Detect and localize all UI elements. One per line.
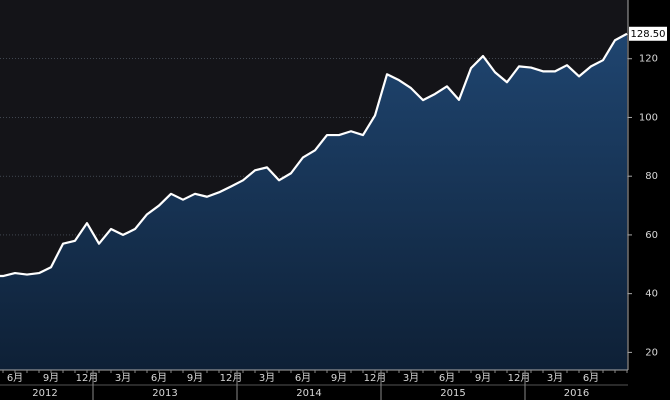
x-tick-label: 6月 (295, 372, 311, 384)
y-tick-label: 100 (639, 112, 658, 123)
year-label: 2012 (32, 388, 57, 399)
x-tick-label: 12月 (508, 372, 531, 384)
year-label: 2016 (564, 388, 589, 399)
y-tick-label: 120 (639, 54, 658, 65)
x-tick-label: 3月 (547, 372, 563, 384)
last-value-box (629, 26, 667, 41)
x-tick-label: 9月 (43, 372, 59, 384)
x-tick-label: 6月 (7, 372, 23, 384)
line (0, 32, 628, 278)
x-tick-label: 3月 (115, 372, 131, 384)
year-label: 2013 (152, 388, 177, 399)
y-tick-label: 80 (645, 171, 658, 182)
x-tick-label: 6月 (439, 372, 455, 384)
y-tick-label: 40 (645, 289, 658, 300)
last-value-label: 128.50 (631, 29, 666, 40)
year-label: 2015 (440, 388, 465, 399)
x-tick-label: 9月 (331, 372, 347, 384)
x-tick-label: 6月 (583, 372, 599, 384)
x-tick-label: 3月 (259, 372, 275, 384)
x-tick-label: 12月 (76, 372, 99, 384)
x-tick-label: 12月 (220, 372, 243, 384)
x-tick-label: 12月 (364, 372, 387, 384)
x-tick-label: 9月 (475, 372, 491, 384)
x-tick-label: 3月 (403, 372, 419, 384)
area (0, 33, 627, 371)
x-tick-label: 6月 (151, 372, 167, 384)
y-tick-label: 20 (645, 347, 658, 358)
x-tick-label: 9月 (187, 372, 203, 384)
year-label: 2014 (296, 388, 321, 399)
y-tick-label: 60 (645, 230, 658, 241)
